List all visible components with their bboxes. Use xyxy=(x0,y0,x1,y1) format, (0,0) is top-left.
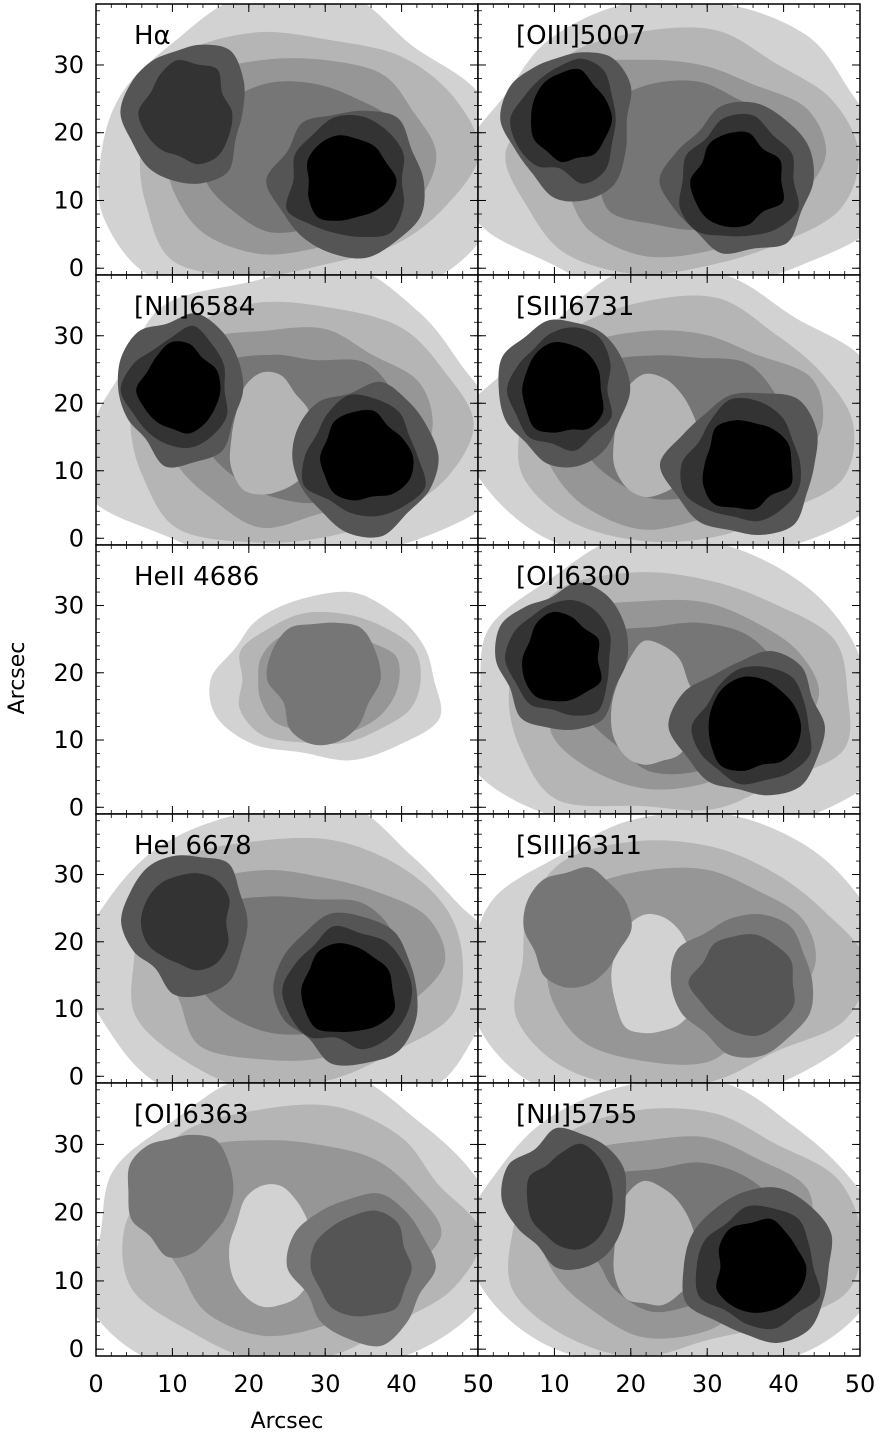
panel-label: [OI]6363 xyxy=(134,1100,249,1130)
y-tick-label: 10 xyxy=(53,186,84,214)
contour-peak xyxy=(522,342,604,433)
panel-label: [SII]6731 xyxy=(516,292,634,322)
panel-label: [NII]6584 xyxy=(134,292,255,322)
panel-label: [NII]5755 xyxy=(516,1100,637,1130)
y-tick-label: 30 xyxy=(53,1130,84,1158)
contour-peak xyxy=(531,68,613,163)
x-tick-label: 20 xyxy=(234,1370,265,1398)
contour-peak xyxy=(127,1134,234,1259)
panel-label: Hα xyxy=(134,21,171,51)
y-tick-label: 30 xyxy=(53,861,84,889)
panel-5: [OI]6300 xyxy=(477,544,861,815)
contour-peak xyxy=(526,1143,613,1250)
x-tick-label: 0 xyxy=(88,1370,103,1398)
panels-group: Hα [OIII]5007 [NII]6584 [SII]6731 HeII 4686 [… xyxy=(95,3,861,1357)
x-tick-label: 40 xyxy=(768,1370,799,1398)
y-axis-title: Arcsec xyxy=(5,642,30,715)
panel-0: Hα xyxy=(95,3,479,276)
contour-peak xyxy=(690,131,784,228)
contour-peak xyxy=(688,934,795,1036)
contour-hollow xyxy=(613,1180,698,1306)
contour-peak xyxy=(310,1210,412,1317)
contour-peak xyxy=(716,1218,807,1313)
contour-peak xyxy=(306,135,397,221)
y-tick-label: 0 xyxy=(69,1335,84,1363)
panel-1: [OIII]5007 xyxy=(477,3,861,276)
x-tick-label: 40 xyxy=(386,1370,417,1398)
x-tick-label: 50 xyxy=(845,1370,876,1398)
panel-6: HeI 6678 xyxy=(95,813,479,1084)
contour-peak xyxy=(136,341,221,434)
panel-8: [OI]6363 xyxy=(95,1082,479,1357)
y-tick-label: 10 xyxy=(53,726,84,754)
panel-label: [OIII]5007 xyxy=(516,21,646,51)
y-tick-label: 30 xyxy=(53,322,84,350)
panel-3: [SII]6731 xyxy=(477,274,861,546)
y-tick-label: 10 xyxy=(53,457,84,485)
panel-label: [OI]6300 xyxy=(516,562,631,592)
x-axis-title: Arcsec xyxy=(251,1409,324,1434)
panel-2: [NII]6584 xyxy=(95,274,479,546)
x-tick-label: 20 xyxy=(616,1370,647,1398)
panel-label: HeI 6678 xyxy=(134,831,252,861)
y-tick-label: 30 xyxy=(53,592,84,620)
x-tick-label: 30 xyxy=(692,1370,723,1398)
panel-4: HeII 4686 xyxy=(95,544,479,815)
y-tick-label: 0 xyxy=(69,254,84,282)
contour-peak xyxy=(708,676,802,771)
panel-frame xyxy=(477,1082,861,1357)
x-tick-label: 10 xyxy=(157,1370,188,1398)
y-tick-label: 20 xyxy=(53,928,84,956)
contour-peak xyxy=(301,943,396,1033)
y-tick-label: 20 xyxy=(53,389,84,417)
y-tick-label: 10 xyxy=(53,995,84,1023)
panel-label: [SIII]6311 xyxy=(516,831,642,861)
axes-text-group: 0 10 20 30 0 10 20 30 0 10 20 30 0 10 20 30 0 10 20 30 0 10 20… xyxy=(53,51,875,1398)
contour-peak xyxy=(523,867,632,988)
y-tick-label: 20 xyxy=(53,659,84,687)
x-tick-label: 0 xyxy=(478,1370,493,1398)
x-tick-label: 50 xyxy=(463,1370,494,1398)
y-tick-label: 30 xyxy=(53,51,84,79)
y-tick-label: 0 xyxy=(69,793,84,821)
y-tick-label: 20 xyxy=(53,119,84,147)
y-tick-label: 20 xyxy=(53,1199,84,1227)
panel-7: [SIII]6311 xyxy=(477,813,861,1084)
y-tick-label: 0 xyxy=(69,1062,84,1090)
y-tick-label: 10 xyxy=(53,1267,84,1295)
x-tick-label: 10 xyxy=(539,1370,570,1398)
contour-peak xyxy=(138,59,233,165)
contour-peak xyxy=(702,420,793,510)
contour-peak xyxy=(320,409,414,501)
panel-label: HeII 4686 xyxy=(134,562,259,592)
panel-9: [NII]5755 xyxy=(477,1082,861,1357)
y-tick-label: 0 xyxy=(69,524,84,552)
x-tick-label: 30 xyxy=(310,1370,341,1398)
contour-peak xyxy=(140,873,230,971)
contour-peak xyxy=(266,622,381,746)
contour-peak xyxy=(522,611,602,702)
